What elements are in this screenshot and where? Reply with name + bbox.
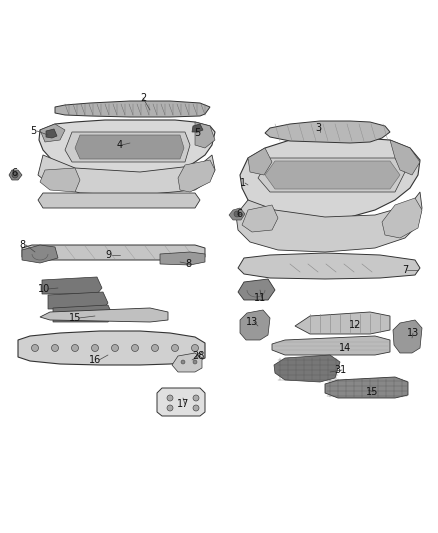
Circle shape [181,360,185,364]
Text: 16: 16 [89,355,101,365]
Polygon shape [65,132,190,162]
Polygon shape [272,336,390,355]
Polygon shape [55,101,210,117]
Circle shape [71,344,78,351]
Circle shape [191,344,198,351]
Polygon shape [172,353,202,372]
Circle shape [167,395,173,401]
Polygon shape [274,355,340,382]
Circle shape [52,344,59,351]
Polygon shape [178,160,215,192]
Circle shape [152,344,159,351]
Circle shape [234,211,240,217]
Polygon shape [40,308,168,322]
Text: 14: 14 [339,343,351,353]
Polygon shape [382,198,422,238]
Text: 11: 11 [254,293,266,303]
Text: 13: 13 [246,317,258,327]
Text: 13: 13 [407,328,419,338]
Polygon shape [53,305,113,322]
Polygon shape [40,168,80,192]
Polygon shape [160,252,205,265]
Circle shape [193,360,197,364]
Polygon shape [39,120,215,177]
Circle shape [12,172,18,178]
Polygon shape [192,124,203,132]
Polygon shape [258,158,405,192]
Polygon shape [9,170,22,180]
Polygon shape [42,277,102,294]
Text: 6: 6 [236,209,242,219]
Text: 8: 8 [185,259,191,269]
Text: 5: 5 [194,128,200,138]
Text: 1: 1 [240,178,246,188]
Polygon shape [38,193,200,208]
Polygon shape [18,331,205,365]
Text: 2: 2 [140,93,146,103]
Text: 3: 3 [315,123,321,133]
Polygon shape [240,138,420,220]
Polygon shape [265,161,400,189]
Text: 15: 15 [69,313,81,323]
Polygon shape [325,377,408,398]
Polygon shape [22,245,58,263]
Circle shape [112,344,119,351]
Text: 10: 10 [38,284,50,294]
Text: 12: 12 [349,320,361,330]
Text: 15: 15 [366,387,378,397]
Polygon shape [242,205,278,232]
Polygon shape [38,155,215,195]
Polygon shape [22,245,205,260]
Polygon shape [238,253,420,279]
Polygon shape [240,310,270,340]
Text: 31: 31 [334,365,346,375]
Polygon shape [48,292,108,309]
Text: 4: 4 [117,140,123,150]
Polygon shape [248,148,272,175]
Text: 6: 6 [11,168,17,178]
Polygon shape [393,320,422,353]
Polygon shape [295,312,390,334]
Circle shape [193,395,199,401]
Circle shape [167,405,173,411]
Circle shape [32,344,39,351]
Polygon shape [390,140,420,175]
Text: 17: 17 [177,399,189,409]
Polygon shape [40,124,65,142]
Circle shape [193,405,199,411]
Text: 28: 28 [192,351,204,361]
Polygon shape [157,388,205,416]
Polygon shape [238,279,275,300]
Circle shape [172,344,179,351]
Circle shape [131,344,138,351]
Polygon shape [265,121,390,143]
Polygon shape [46,129,57,138]
Polygon shape [236,192,422,252]
Text: 7: 7 [402,265,408,275]
Circle shape [92,344,99,351]
Polygon shape [75,135,184,159]
Text: 5: 5 [30,126,36,136]
Polygon shape [229,208,245,220]
Polygon shape [195,122,215,148]
Text: 9: 9 [105,250,111,260]
Text: 8: 8 [19,240,25,250]
